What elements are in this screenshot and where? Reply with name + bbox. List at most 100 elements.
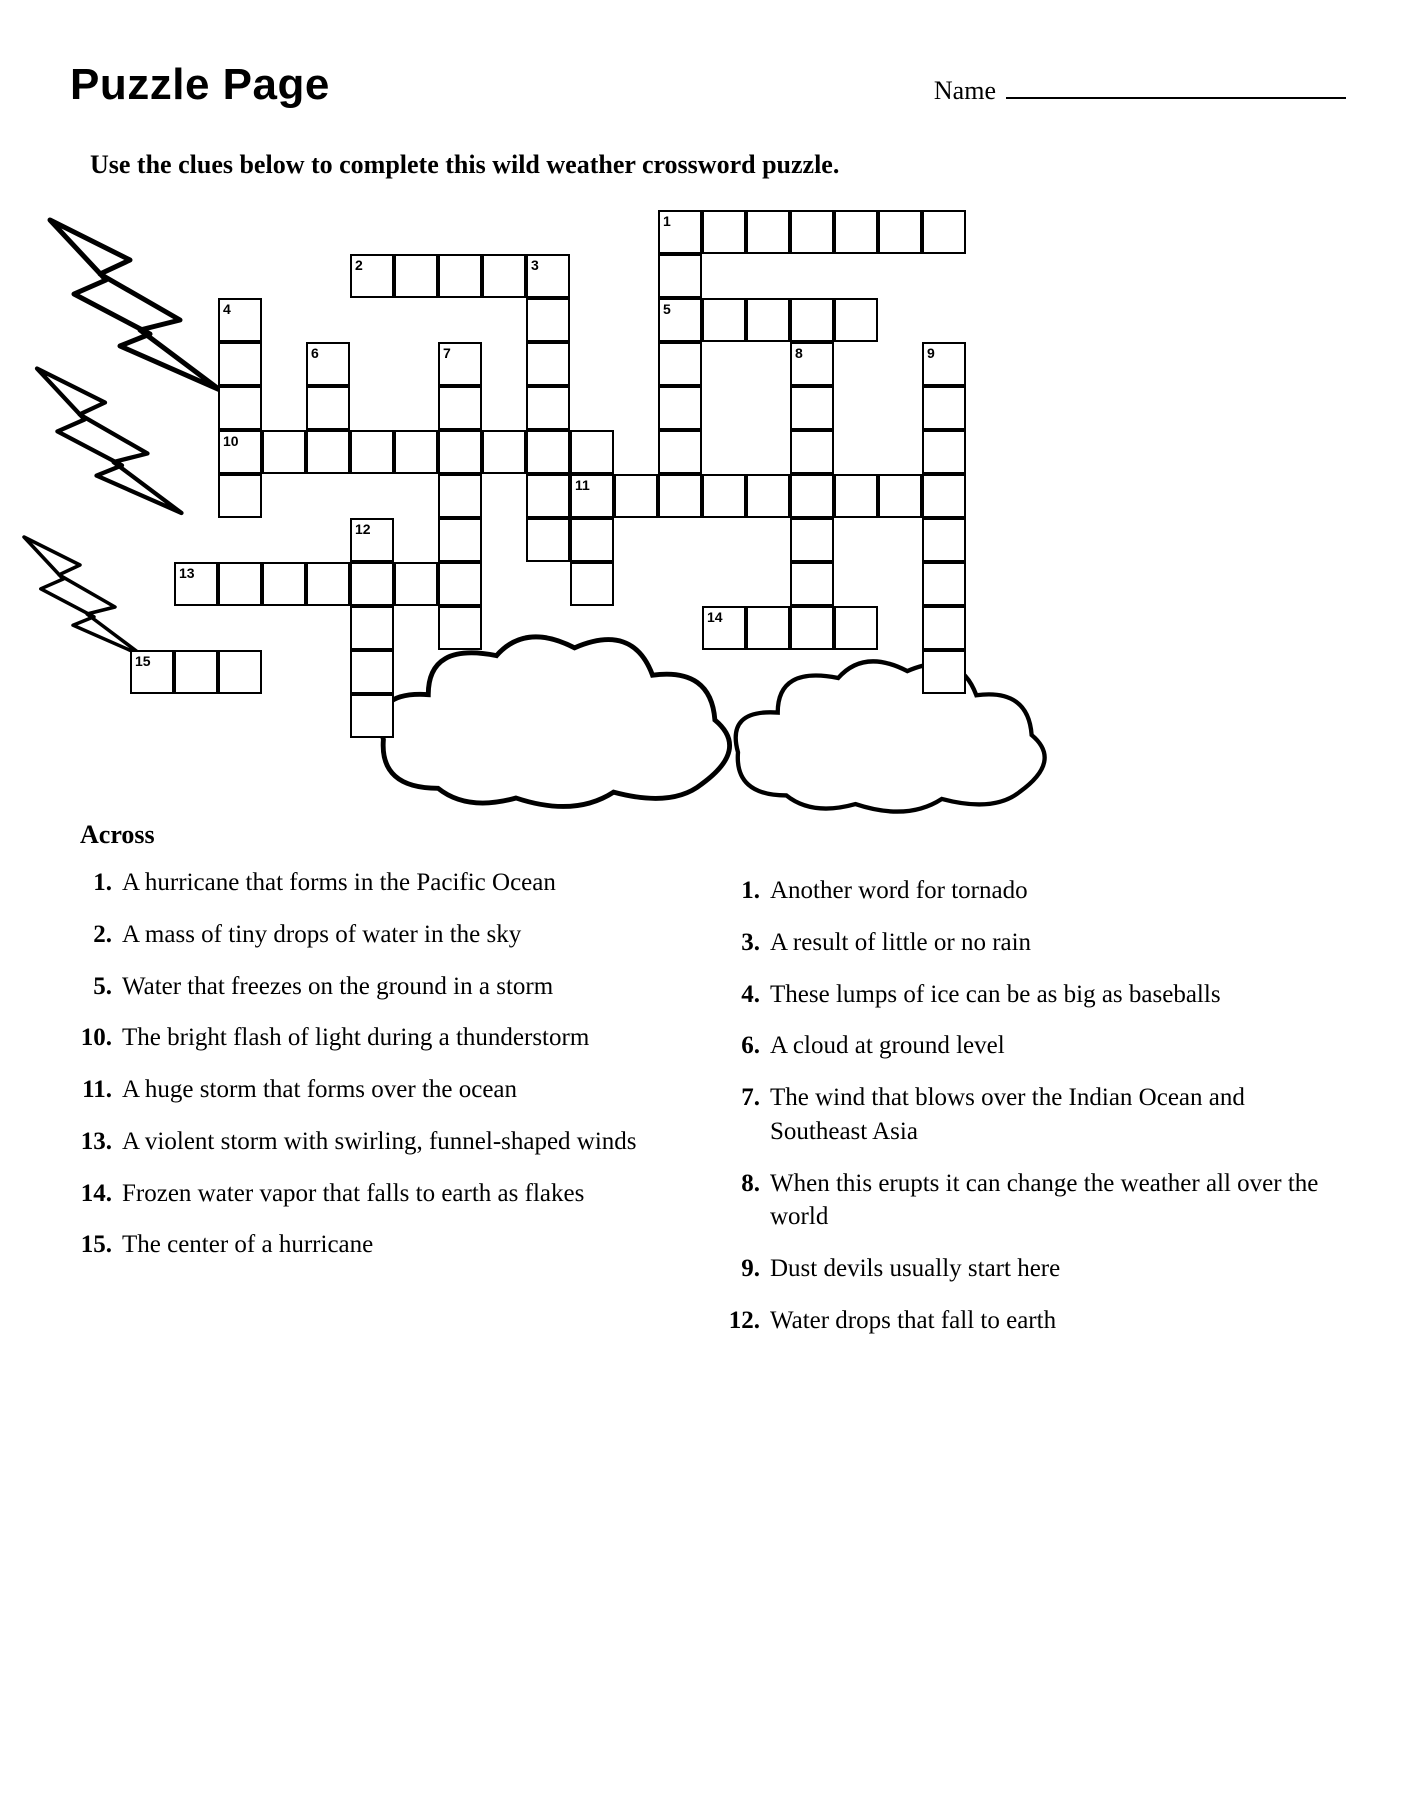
name-input-line[interactable] — [1006, 95, 1346, 99]
crossword-cell[interactable] — [702, 298, 746, 342]
cell-number: 6 — [311, 345, 319, 361]
crossword-cell[interactable]: 5 — [658, 298, 702, 342]
crossword-cell[interactable] — [218, 474, 262, 518]
crossword-cell[interactable] — [746, 606, 790, 650]
crossword-cell[interactable] — [834, 298, 878, 342]
crossword-cell[interactable] — [746, 298, 790, 342]
crossword-cell[interactable]: 7 — [438, 342, 482, 386]
crossword-cell[interactable] — [790, 474, 834, 518]
crossword-cell[interactable]: 14 — [702, 606, 746, 650]
crossword-cell[interactable]: 9 — [922, 342, 966, 386]
crossword-cell[interactable] — [218, 342, 262, 386]
crossword-cell[interactable] — [526, 430, 570, 474]
crossword-cell[interactable] — [922, 474, 966, 518]
crossword-cell[interactable] — [218, 386, 262, 430]
crossword-cell[interactable] — [834, 606, 878, 650]
crossword-cell[interactable] — [658, 430, 702, 474]
crossword-cell[interactable] — [570, 562, 614, 606]
crossword-cell[interactable] — [790, 518, 834, 562]
crossword-cell[interactable]: 1 — [658, 210, 702, 254]
crossword-cell[interactable] — [526, 342, 570, 386]
crossword-cell[interactable] — [526, 298, 570, 342]
clue-item: 2.A mass of tiny drops of water in the s… — [80, 918, 688, 952]
crossword-cell[interactable] — [350, 650, 394, 694]
crossword-cell[interactable] — [878, 474, 922, 518]
crossword-cell[interactable] — [438, 474, 482, 518]
crossword-cell[interactable] — [702, 474, 746, 518]
crossword-cell[interactable]: 3 — [526, 254, 570, 298]
crossword-cell[interactable]: 6 — [306, 342, 350, 386]
crossword-cell[interactable] — [614, 474, 658, 518]
crossword-cell[interactable] — [526, 518, 570, 562]
crossword-cell[interactable] — [790, 298, 834, 342]
crossword-cell[interactable] — [482, 254, 526, 298]
crossword-cell[interactable] — [394, 254, 438, 298]
cell-number: 9 — [927, 345, 935, 361]
crossword-cell[interactable] — [394, 562, 438, 606]
crossword-cell[interactable] — [350, 606, 394, 650]
crossword-cell[interactable]: 12 — [350, 518, 394, 562]
crossword-cell[interactable] — [658, 342, 702, 386]
crossword-cell[interactable] — [834, 474, 878, 518]
crossword-cell[interactable] — [922, 210, 966, 254]
crossword-cell[interactable] — [790, 430, 834, 474]
crossword-cell[interactable] — [218, 650, 262, 694]
crossword-cell[interactable]: 2 — [350, 254, 394, 298]
clue-item: 1.A hurricane that forms in the Pacific … — [80, 866, 688, 900]
crossword-cell[interactable] — [790, 606, 834, 650]
crossword-cell[interactable] — [834, 210, 878, 254]
crossword-cell[interactable]: 10 — [218, 430, 262, 474]
crossword-cell[interactable] — [746, 474, 790, 518]
crossword-cell[interactable]: 15 — [130, 650, 174, 694]
crossword-cell[interactable]: 13 — [174, 562, 218, 606]
crossword-cell[interactable] — [174, 650, 218, 694]
crossword-cell[interactable] — [922, 606, 966, 650]
crossword-cell[interactable] — [922, 518, 966, 562]
crossword-cell[interactable] — [438, 430, 482, 474]
crossword-cell[interactable] — [438, 254, 482, 298]
clue-number: 5. — [80, 970, 122, 1004]
crossword-cell[interactable] — [306, 562, 350, 606]
clue-item: 4.These lumps of ice can be as big as ba… — [728, 978, 1336, 1012]
crossword-cell[interactable] — [350, 430, 394, 474]
crossword-cell[interactable] — [658, 474, 702, 518]
crossword-cell[interactable]: 4 — [218, 298, 262, 342]
crossword-cell[interactable] — [922, 386, 966, 430]
crossword-cell[interactable] — [438, 606, 482, 650]
crossword-cell[interactable] — [526, 474, 570, 518]
crossword-cell[interactable] — [790, 210, 834, 254]
clue-item: 11.A huge storm that forms over the ocea… — [80, 1073, 688, 1107]
crossword-cell[interactable] — [922, 562, 966, 606]
clue-item: 8.When this erupts it can change the wea… — [728, 1167, 1336, 1235]
crossword-cell[interactable] — [790, 386, 834, 430]
crossword-cell[interactable] — [702, 210, 746, 254]
crossword-cell[interactable] — [438, 562, 482, 606]
crossword-cell[interactable]: 11 — [570, 474, 614, 518]
crossword-cell[interactable] — [922, 430, 966, 474]
clues-section: Across 1.A hurricane that forms in the P… — [70, 820, 1346, 1356]
crossword-cell[interactable] — [746, 210, 790, 254]
crossword-cell[interactable] — [438, 518, 482, 562]
crossword-cell[interactable] — [306, 430, 350, 474]
crossword-cell[interactable] — [658, 386, 702, 430]
cell-number: 1 — [663, 213, 671, 229]
crossword-cell[interactable] — [878, 210, 922, 254]
crossword-cell[interactable] — [658, 254, 702, 298]
down-column: Down 1.Another word for tornado3.A resul… — [728, 820, 1336, 1356]
crossword-cell[interactable] — [306, 386, 350, 430]
crossword-cell[interactable] — [350, 694, 394, 738]
crossword-cell[interactable] — [350, 562, 394, 606]
crossword-cell[interactable] — [438, 386, 482, 430]
crossword-cell[interactable] — [570, 430, 614, 474]
crossword-cell[interactable] — [922, 650, 966, 694]
crossword-cell[interactable] — [262, 562, 306, 606]
crossword-cell[interactable] — [790, 562, 834, 606]
crossword-cell[interactable] — [394, 430, 438, 474]
crossword-cell[interactable] — [262, 430, 306, 474]
crossword-cell[interactable] — [218, 562, 262, 606]
clue-text: A hurricane that forms in the Pacific Oc… — [122, 866, 688, 900]
crossword-cell[interactable] — [570, 518, 614, 562]
crossword-cell[interactable] — [482, 430, 526, 474]
crossword-cell[interactable]: 8 — [790, 342, 834, 386]
crossword-cell[interactable] — [526, 386, 570, 430]
